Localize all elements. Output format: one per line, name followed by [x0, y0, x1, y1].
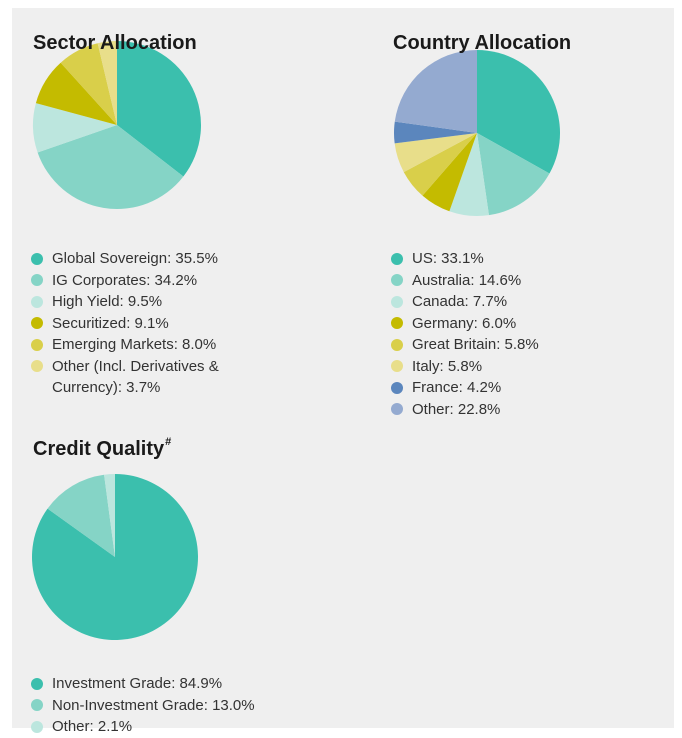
- legend-label: Investment Grade: 84.9%: [52, 675, 223, 692]
- legend-label: Other (Incl. Derivatives & Currency): 3.…: [52, 357, 219, 397]
- legend-item: IG Corporates: 34.2%: [31, 270, 281, 292]
- legend-label: Global Sovereign: 35.5%: [52, 250, 218, 267]
- legend: Investment Grade: 84.9% Non-Investment Gr…: [31, 673, 311, 738]
- legend-swatch: [31, 720, 43, 733]
- legend-swatch: [31, 338, 43, 351]
- title-text: Sector Allocation: [33, 32, 197, 54]
- legend-label: Other: 2.1%: [52, 718, 133, 735]
- pie-slice: [403, 133, 477, 196]
- legend-item: Other: 22.8%: [391, 399, 651, 421]
- legend-item: Securitized: 9.1%: [31, 313, 281, 335]
- legend-label: Other: 22.8%: [412, 400, 501, 418]
- legend-swatch: [31, 274, 43, 286]
- legend-swatch: [31, 252, 43, 265]
- legend-label: Italy: 5.8%: [412, 357, 483, 375]
- legend-label: Securitized: 9.1%: [52, 314, 169, 332]
- legend-item: France: 4.2%: [391, 377, 651, 399]
- title-text: Credit Quality: [33, 438, 165, 460]
- legend-item: Other (Incl. Derivatives & Currency): 3.…: [31, 356, 281, 399]
- legend-label: US: 33.1%: [412, 250, 484, 267]
- legend-label: Australia: 14.6%: [412, 271, 522, 289]
- pie-slice: [47, 474, 115, 557]
- pie-slice: [117, 41, 201, 177]
- pie-slice: [60, 43, 117, 126]
- legend-item: Investment Grade: 84.9%: [31, 673, 311, 695]
- legend-swatch: [31, 317, 43, 329]
- legend-swatch: [391, 360, 403, 372]
- pie-slice: [35, 62, 117, 125]
- legend-item: Emerging Markets: 8.0%: [31, 334, 281, 356]
- legend-item: Italy: 5.8%: [391, 356, 651, 378]
- pie-slice: [394, 133, 477, 173]
- legend-swatch: [391, 338, 403, 351]
- legend-swatch: [31, 360, 43, 372]
- pie-slice: [37, 125, 184, 210]
- legend-label: IG Corporates: 34.2%: [52, 271, 198, 289]
- legend-swatch: [391, 381, 403, 394]
- legend-item: Canada: 7.7%: [391, 291, 651, 313]
- legend-label: Germany: 6.0%: [412, 314, 517, 332]
- legend-item: Global Sovereign: 35.5%: [31, 248, 281, 270]
- legend-swatch: [391, 317, 403, 329]
- legend-label: France: 4.2%: [412, 379, 502, 396]
- legend-label: Great Britain: 5.8%: [412, 336, 539, 353]
- title-text: Country Allocation: [393, 32, 572, 54]
- legend-item: US: 33.1%: [391, 248, 651, 270]
- legend-label: Non-Investment Grade: 13.0%: [52, 696, 255, 714]
- legend-item: Australia: 14.6%: [391, 270, 651, 292]
- legend-label: Emerging Markets: 8.0%: [52, 336, 217, 353]
- pie-slice: [394, 49, 477, 133]
- pie-slice: [393, 121, 477, 144]
- legend-swatch: [391, 274, 403, 286]
- title-superscript: #: [165, 436, 172, 448]
- chart-title: Sector Allocation: [33, 32, 197, 55]
- legend-item: Other: 2.1%: [31, 716, 311, 738]
- legend-item: Great Britain: 5.8%: [391, 334, 651, 356]
- legend: US: 33.1% Australia: 14.6% Canada: 7.7% Ger…: [391, 248, 651, 420]
- pie-slice: [97, 41, 117, 125]
- pie-slice: [477, 133, 550, 216]
- pie-slice: [32, 103, 117, 153]
- legend-swatch: [391, 295, 403, 308]
- pie-slice: [104, 474, 115, 557]
- legend: Global Sovereign: 35.5% IG Corporates: 34…: [31, 248, 281, 399]
- pie-slice: [449, 133, 489, 216]
- legend-item: High Yield: 9.5%: [31, 291, 281, 313]
- pie-slice: [422, 133, 477, 212]
- legend-swatch: [31, 699, 43, 711]
- legend-swatch: [391, 403, 403, 415]
- pie-slice: [477, 50, 560, 174]
- legend-label: Canada: 7.7%: [412, 293, 508, 310]
- legend-item: Germany: 6.0%: [391, 313, 651, 335]
- legend-item: Non-Investment Grade: 13.0%: [31, 695, 311, 717]
- legend-label: High Yield: 9.5%: [52, 293, 163, 310]
- legend-swatch: [31, 295, 43, 308]
- chart-title: Credit Quality#: [33, 436, 172, 461]
- legend-swatch: [31, 677, 43, 690]
- legend-swatch: [391, 252, 403, 265]
- chart-title: Country Allocation: [393, 32, 571, 55]
